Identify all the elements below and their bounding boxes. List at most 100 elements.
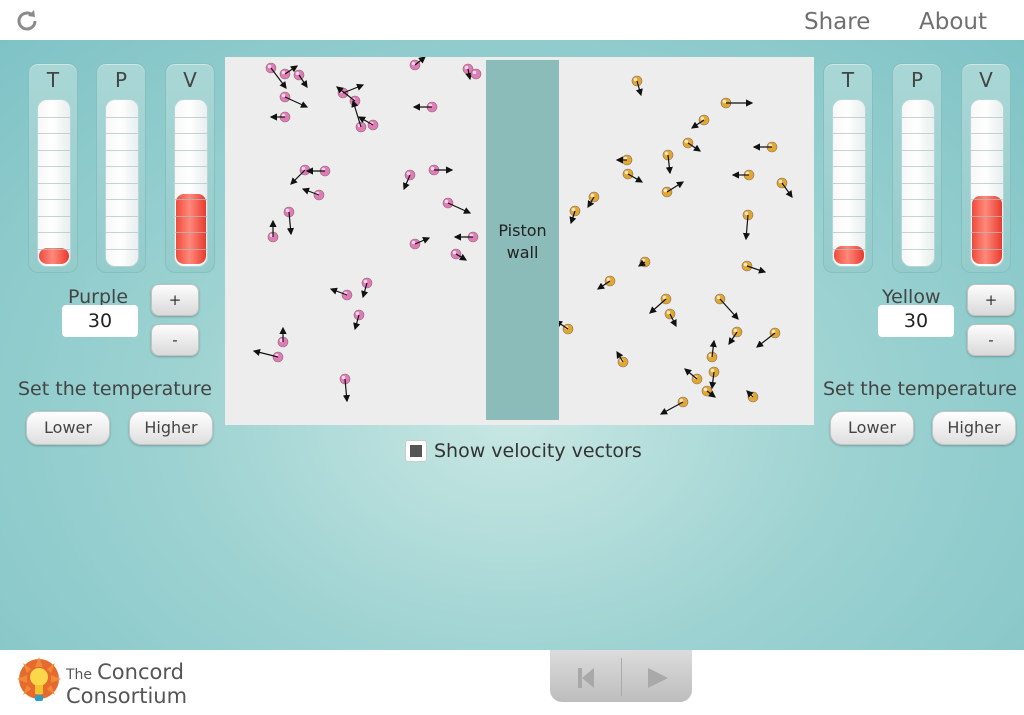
velocity-vector xyxy=(284,65,298,75)
gauge-tick xyxy=(833,116,865,118)
gauge-tick xyxy=(902,149,934,151)
gauge-tick xyxy=(971,116,1003,118)
gauge-tick xyxy=(902,232,934,233)
gauge-tick xyxy=(175,182,207,184)
yellow-molecule xyxy=(731,169,755,181)
yellow-higher-button[interactable]: Higher xyxy=(932,411,1016,445)
show-velocity-vectors-checkbox[interactable] xyxy=(405,440,427,462)
velocity-vector xyxy=(728,331,738,345)
yellow-molecule xyxy=(569,205,581,225)
velocity-vector xyxy=(342,83,365,94)
purple-decrease-button[interactable]: - xyxy=(151,324,199,356)
gauge-tick xyxy=(175,133,207,134)
yellow-lower-button[interactable]: Lower xyxy=(830,411,914,445)
purple-molecule xyxy=(269,111,291,123)
purple-molecule xyxy=(337,83,365,99)
purple-molecule xyxy=(293,69,308,88)
playback-controls xyxy=(550,650,692,702)
footer: The Concord Consortium xyxy=(0,650,1024,715)
velocity-vector xyxy=(719,298,739,320)
velocity-vector xyxy=(403,174,411,191)
yellow-increase-button[interactable]: + xyxy=(967,284,1015,316)
purple-molecule xyxy=(357,116,379,131)
velocity-vector xyxy=(756,332,776,348)
yellow-molecule xyxy=(597,275,616,290)
show-velocity-vectors-label[interactable]: Show velocity vectors xyxy=(434,440,642,462)
gauge-tick xyxy=(106,199,138,200)
yellow-molecule xyxy=(746,390,759,403)
velocity-vector xyxy=(301,187,320,196)
velocity-vector xyxy=(286,211,295,236)
yellow-molecule xyxy=(708,366,720,390)
gauge-tick xyxy=(971,166,1003,167)
velocity-vector xyxy=(627,173,644,183)
gauge-tick xyxy=(106,116,138,118)
purple-lower-button[interactable]: Lower xyxy=(26,411,110,445)
gauge-tube xyxy=(174,99,208,267)
play-icon[interactable] xyxy=(622,650,692,702)
gauge-tube xyxy=(37,99,71,267)
purple-molecule xyxy=(252,348,284,363)
yellow-molecule xyxy=(587,191,600,209)
velocity-vector xyxy=(669,313,677,328)
concord-lightbulb-logo-icon[interactable] xyxy=(14,655,64,707)
purple-molecule xyxy=(283,206,295,236)
purple-molecule xyxy=(403,169,416,191)
velocity-vector xyxy=(666,181,685,193)
yellow-molecule xyxy=(691,114,710,129)
velocity-vector xyxy=(709,371,717,390)
purple-molecule xyxy=(353,309,365,331)
purple-count-field[interactable]: 30 xyxy=(62,305,138,337)
reload-icon[interactable] xyxy=(14,8,40,34)
velocity-vector xyxy=(709,339,717,358)
piston-wall[interactable]: Piston wall xyxy=(486,60,559,420)
gauge-tube xyxy=(105,99,139,267)
velocity-vector xyxy=(635,80,643,97)
velocity-vector xyxy=(414,237,431,245)
purple-molecule xyxy=(462,63,474,81)
velocity-vector xyxy=(252,348,279,358)
gauge-tick xyxy=(833,232,865,233)
purple-molecule xyxy=(470,68,482,80)
yellow-molecule xyxy=(638,256,651,268)
velocity-vector xyxy=(447,202,472,214)
velocity-vector xyxy=(270,67,287,89)
gauge-tick xyxy=(833,133,865,134)
yellow-molecule xyxy=(649,293,672,314)
yellow-molecule xyxy=(615,154,633,166)
purple-molecule xyxy=(361,277,373,299)
share-link[interactable]: Share xyxy=(804,9,871,35)
velocity-vector xyxy=(414,57,426,66)
yellow-decrease-button[interactable]: - xyxy=(967,324,1015,356)
gauge-tick xyxy=(175,215,207,217)
velocity-vector xyxy=(290,169,306,185)
gauge-tick xyxy=(106,232,138,233)
purple-molecule xyxy=(301,187,325,201)
gauge-tick xyxy=(971,215,1003,217)
yellow-molecule xyxy=(720,97,754,109)
velocity-vector xyxy=(357,116,374,126)
gauge-tick xyxy=(38,215,70,217)
gauge-tick xyxy=(833,166,865,167)
gauge-tick xyxy=(971,133,1003,134)
yellow-molecule xyxy=(659,396,689,415)
gauge-label: P xyxy=(910,68,924,92)
velocity-vector xyxy=(597,280,611,290)
gauge-tick xyxy=(175,248,207,250)
purple-molecule xyxy=(277,326,289,348)
gauge-fill xyxy=(39,247,69,264)
gauge-tick xyxy=(833,248,865,250)
purple-increase-button[interactable]: + xyxy=(151,284,199,316)
velocity-vector xyxy=(691,119,705,129)
gauge-tick xyxy=(38,182,70,184)
gauge-fill xyxy=(176,194,206,264)
gauge-tick xyxy=(971,248,1003,250)
gauge-tube xyxy=(832,99,866,267)
yellow-count-field[interactable]: 30 xyxy=(878,305,954,337)
purple-higher-button[interactable]: Higher xyxy=(129,411,213,445)
velocity-vector xyxy=(616,350,624,363)
about-link[interactable]: About xyxy=(919,9,988,35)
yellow-molecule xyxy=(742,209,754,241)
skip-to-start-icon[interactable] xyxy=(550,650,620,702)
yellow-molecule xyxy=(555,320,574,335)
